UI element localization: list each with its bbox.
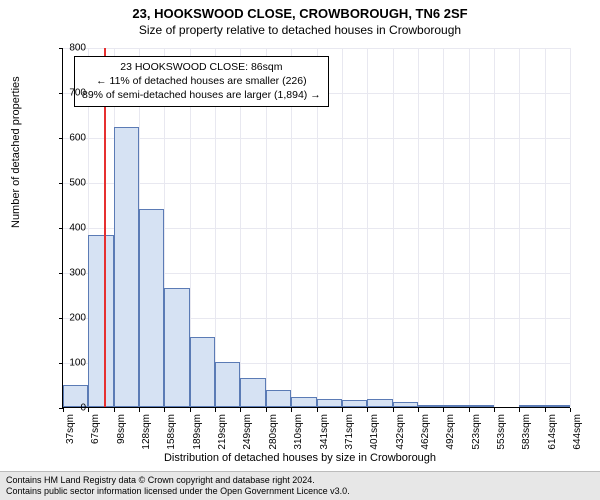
grid-line-v [418,48,419,407]
xtick-mark [545,408,546,412]
xtick-label: 341sqm [319,414,330,450]
xtick-mark [114,408,115,412]
xtick-mark [240,408,241,412]
histogram-bar [164,288,190,407]
histogram-bar [545,405,570,407]
xtick-label: 401sqm [369,414,380,450]
histogram-bar [114,127,139,407]
xtick-mark [266,408,267,412]
xtick-label: 614sqm [547,414,558,450]
xtick-label: 644sqm [572,414,583,450]
histogram-bar [393,402,418,407]
histogram-bar [215,362,240,407]
xtick-label: 158sqm [166,414,177,450]
title-block: 23, HOOKSWOOD CLOSE, CROWBOROUGH, TN6 2S… [0,0,600,37]
y-axis-label: Number of detached properties [10,76,22,228]
histogram-bar [443,405,469,407]
chart-subtitle: Size of property relative to detached ho… [0,23,600,37]
ytick-label: 400 [56,223,86,234]
copyright-line-2: Contains public sector information licen… [6,486,594,497]
xtick-mark [393,408,394,412]
xtick-label: 249sqm [242,414,253,450]
xtick-mark [494,408,495,412]
xtick-mark [139,408,140,412]
xtick-mark [342,408,343,412]
xtick-mark [443,408,444,412]
x-axis-label: Distribution of detached houses by size … [0,452,600,464]
xtick-label: 219sqm [217,414,228,450]
xtick-mark [164,408,165,412]
histogram-bar [88,235,114,407]
ytick-label: 800 [56,43,86,54]
ytick-label: 100 [56,358,86,369]
grid-line-v [570,48,571,407]
xtick-mark [88,408,89,412]
histogram-bar [342,400,367,407]
xtick-label: 67sqm [90,414,101,444]
xtick-mark [215,408,216,412]
xtick-mark [519,408,520,412]
grid-line-v [494,48,495,407]
xtick-mark [367,408,368,412]
xtick-mark [469,408,470,412]
xtick-label: 280sqm [268,414,279,450]
grid-line-v [367,48,368,407]
histogram-bar [139,209,164,407]
histogram-bar [190,337,215,407]
histogram-bar [317,399,342,407]
ytick-label: 0 [56,403,86,414]
histogram-bar [519,405,545,407]
ytick-label: 600 [56,133,86,144]
histogram-bar [266,390,291,407]
xtick-mark [418,408,419,412]
xtick-label: 37sqm [65,414,76,444]
xtick-label: 310sqm [293,414,304,450]
info-line-1: 23 HOOKSWOOD CLOSE: 86sqm [82,60,321,74]
copyright-line-1: Contains HM Land Registry data © Crown c… [6,475,594,486]
ytick-label: 200 [56,313,86,324]
info-line-2: ← 11% of detached houses are smaller (22… [82,74,321,88]
grid-line-v [342,48,343,407]
histogram-bar [240,378,266,407]
xtick-label: 98sqm [116,414,127,444]
grid-line-v [443,48,444,407]
xtick-label: 462sqm [420,414,431,450]
grid-line-v [469,48,470,407]
histogram-bar [469,405,494,407]
copyright-footer: Contains HM Land Registry data © Crown c… [0,471,600,500]
info-line-3: 89% of semi-detached houses are larger (… [82,88,321,102]
xtick-mark [317,408,318,412]
xtick-label: 583sqm [521,414,532,450]
histogram-bar [291,397,317,407]
xtick-mark [190,408,191,412]
grid-line-v [393,48,394,407]
histogram-bar [418,405,443,407]
xtick-label: 553sqm [496,414,507,450]
ytick-label: 300 [56,268,86,279]
xtick-label: 371sqm [344,414,355,450]
chart-title: 23, HOOKSWOOD CLOSE, CROWBOROUGH, TN6 2S… [0,6,600,21]
ytick-label: 500 [56,178,86,189]
xtick-label: 189sqm [192,414,203,450]
grid-line-v [519,48,520,407]
xtick-mark [291,408,292,412]
ytick-label: 700 [56,88,86,99]
grid-line-v [545,48,546,407]
xtick-mark [570,408,571,412]
info-box: 23 HOOKSWOOD CLOSE: 86sqm ← 11% of detac… [74,56,329,107]
xtick-label: 492sqm [445,414,456,450]
xtick-label: 432sqm [395,414,406,450]
xtick-label: 523sqm [471,414,482,450]
xtick-label: 128sqm [141,414,152,450]
histogram-bar [367,399,393,407]
